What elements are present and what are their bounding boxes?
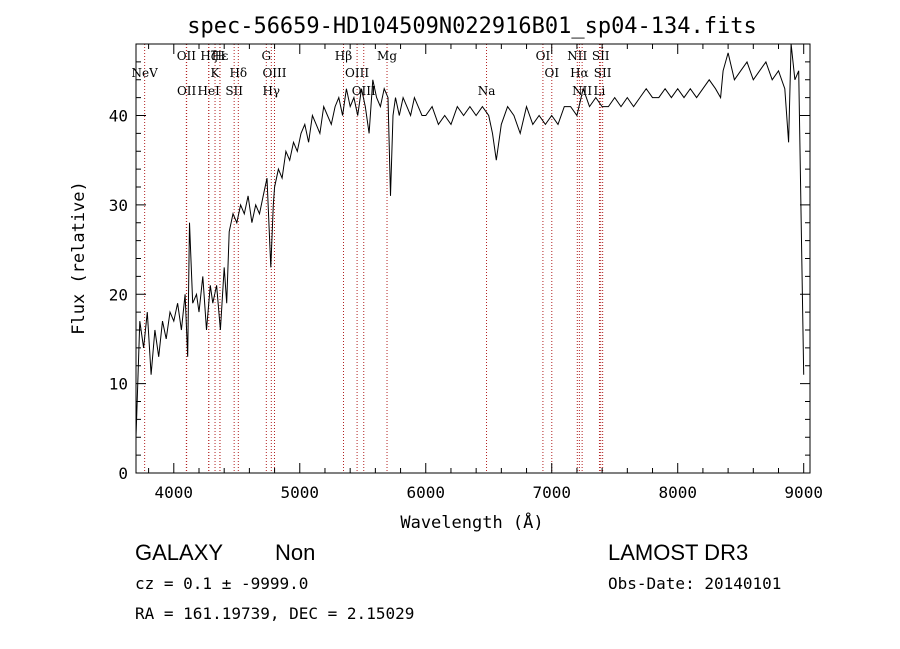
obs-date-line: Obs-Date: 20140101	[608, 574, 782, 593]
emission-line-label: SII	[594, 66, 612, 80]
y-tick-label: 0	[118, 464, 128, 483]
survey-name: LAMOST DR3	[608, 540, 749, 565]
x-tick-label: 4000	[155, 483, 194, 502]
x-tick-label: 6000	[406, 483, 445, 502]
emission-line-label: OII	[177, 84, 197, 98]
emission-line-label: Mg	[377, 49, 397, 63]
emission-line-label: OIII	[262, 66, 286, 80]
x-axis: 4000 5000 6000 7000 8000 9000	[148, 44, 823, 502]
emission-line-label: OI	[536, 49, 551, 63]
y-axis-label: Flux (relative)	[69, 181, 89, 335]
emission-line-label: Hα	[570, 66, 589, 80]
emission-line-label: G	[262, 49, 272, 63]
y-tick-label: 30	[109, 196, 128, 215]
y-axis: 0 10 20 30 40	[109, 61, 810, 483]
y-tick-label: 10	[109, 375, 128, 394]
emission-line-label: Hβ	[335, 49, 352, 63]
emission-line-label: Hδ	[229, 66, 247, 80]
object-class: GALAXY	[135, 540, 224, 565]
emission-line-label: Na	[478, 84, 496, 98]
emission-line-label: Hζ	[200, 49, 217, 63]
emission-line-label: Hε	[212, 49, 229, 63]
emission-line-label: OIII	[345, 66, 369, 80]
redshift-line: cz = 0.1 ± -9999.0	[135, 574, 309, 593]
emission-line-label: OIII	[352, 84, 376, 98]
coordinates-line: RA = 161.19739, DEC = 2.15029	[135, 604, 415, 623]
x-tick-label: 9000	[784, 483, 823, 502]
emission-line-label: NeV	[132, 66, 159, 80]
emission-line-label: SII	[225, 84, 243, 98]
x-tick-label: 7000	[532, 483, 571, 502]
object-subclass: Non	[275, 540, 316, 565]
emission-line-label: Hγ	[262, 84, 280, 98]
emission-line-label: K	[211, 66, 221, 80]
chart-title: spec-56659-HD104509N022916B01_sp04-134.f…	[187, 14, 757, 39]
x-axis-label: Wavelength (Å)	[400, 511, 543, 533]
emission-line-label: OI	[544, 66, 559, 80]
spectrum-line	[135, 43, 805, 438]
emission-line-label: HeI	[198, 84, 221, 98]
emission-line-label: Li	[594, 84, 606, 98]
y-tick-label: 40	[109, 107, 128, 126]
y-tick-label: 20	[109, 285, 128, 304]
emission-line-label: SII	[592, 49, 610, 63]
x-tick-label: 8000	[658, 483, 697, 502]
x-tick-label: 5000	[281, 483, 320, 502]
emission-line-label: NII	[567, 49, 587, 63]
plot-frame	[135, 43, 811, 474]
emission-line-label: H	[215, 49, 225, 63]
emission-line-label: OII	[177, 49, 197, 63]
emission-line-markers	[144, 44, 604, 473]
